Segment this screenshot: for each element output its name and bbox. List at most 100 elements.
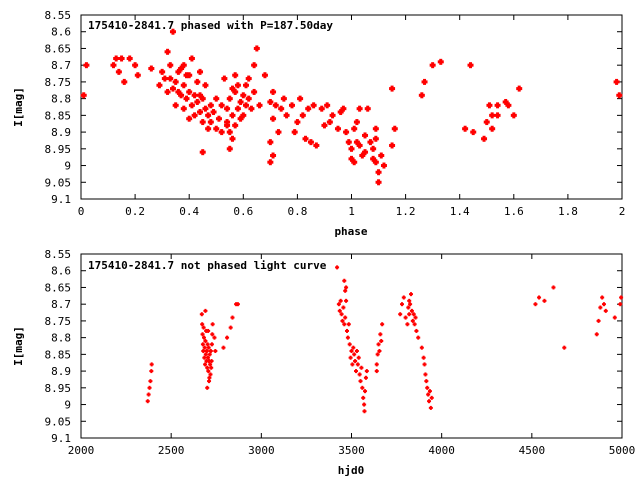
phased-data-point-v (225, 122, 229, 129)
phased-data-point-v (206, 125, 210, 132)
phased-data-point-v (293, 129, 297, 136)
unphased-data-point-h (203, 339, 208, 342)
unphased-data-point-h (596, 319, 601, 322)
unphased-data-point-h (147, 386, 152, 389)
unphased-x-axis-label: hjd0 (338, 464, 365, 477)
unphased-axes: 2000 2500 3000 3500 4000 4500 5000 8.55 8.6 8.65 8… (45, 248, 636, 457)
phased-data-point-v (206, 112, 210, 119)
phased-data-point-v (239, 115, 243, 122)
phased-x-axis-label: phase (334, 225, 367, 238)
unphased-data-point-h (362, 410, 367, 413)
phased-data-point-v (322, 122, 326, 129)
unphased-data-point-h (358, 380, 363, 383)
phased-data-point-v (363, 149, 367, 156)
unphased-data-point-h (209, 343, 214, 346)
phased-data-point-v (228, 145, 232, 152)
unphased-data-point-h (210, 333, 215, 336)
unphased-data-point-h (202, 356, 207, 359)
phased-data-point-v (136, 72, 140, 79)
unphased-data-point-h (341, 306, 346, 309)
phased-x-tick-label: 1.6 (504, 205, 524, 218)
phased-x-tick-label: 1.4 (450, 205, 470, 218)
phased-data-point-v (290, 102, 294, 109)
phased-data-point-v (371, 155, 375, 162)
phased-data-point-v (252, 88, 256, 95)
unphased-light-curve-panel: 2000 2500 3000 3500 4000 4500 5000 8.55 8.6 8.65 8… (12, 248, 635, 477)
phased-data-point-v (111, 62, 115, 69)
unphased-data-point-h (407, 313, 412, 316)
unphased-data-point-h (349, 350, 354, 353)
phased-data-point-v (274, 102, 278, 109)
phased-data-point-v (506, 102, 510, 109)
phased-data-point-v (358, 142, 362, 149)
phased-data-point-v (179, 92, 183, 99)
phased-data-point-v (122, 78, 126, 85)
unphased-data-point-h (343, 289, 348, 292)
unphased-data-point-h (207, 360, 212, 363)
phased-data-point-v (344, 129, 348, 136)
unphased-y-axis-label: I[mag] (12, 326, 25, 366)
phased-data-point-v (241, 92, 245, 99)
phased-data-point-v (339, 109, 343, 116)
phased-data-point-v (350, 145, 353, 152)
phased-data-point-v (355, 119, 359, 126)
phased-data-point-v (390, 85, 394, 92)
phased-data-point-v (271, 88, 275, 95)
phased-data-point-v (114, 55, 118, 62)
phased-data-point-v (244, 82, 248, 89)
unphased-data-point-h (612, 316, 617, 319)
phased-data-point-v (203, 82, 207, 89)
unphased-data-point-h (405, 323, 410, 326)
phased-data-point-v (393, 125, 397, 132)
unphased-data-point-h (601, 303, 606, 306)
unphased-data-point-h (336, 303, 341, 306)
phased-y-tick-label: 8.85 (45, 109, 72, 122)
phased-data-point-v (176, 88, 180, 95)
phased-data-point-v (241, 112, 245, 119)
unphased-x-tick-label: 5000 (609, 444, 636, 457)
phased-data-point-v (320, 105, 324, 112)
unphased-data-point-h (203, 309, 208, 312)
phased-data-point-v (230, 135, 234, 142)
phased-data-point-v (471, 129, 475, 136)
unphased-data-point-h (235, 303, 240, 306)
phased-data-point-v (120, 55, 124, 62)
phased-data-point-v (128, 55, 132, 62)
phased-data-point-v (133, 62, 137, 69)
phased-data-point-v (496, 112, 500, 119)
phased-data-point-v (247, 95, 251, 102)
phased-data-point-v (174, 78, 178, 85)
unphased-y-tick-label: 8.75 (45, 315, 72, 328)
unphased-data-point-h (399, 303, 404, 306)
unphased-chart-title: 175410-2841.7 not phased light curve (88, 259, 327, 272)
phased-y-axis-label: I[mag] (12, 87, 25, 127)
phased-y-tick-label: 8.8 (51, 93, 71, 106)
unphased-data-point-h (350, 363, 355, 366)
phased-data-point-v (301, 112, 305, 119)
unphased-data-point-h (360, 386, 365, 389)
phased-data-point-v (166, 48, 170, 55)
unphased-data-point-h (347, 343, 352, 346)
unphased-data-point-h (204, 350, 209, 353)
phased-data-point-v (214, 95, 218, 102)
phased-x-tick-label: 0.2 (125, 205, 145, 218)
unphased-data-point-h (356, 356, 361, 359)
unphased-data-point-h (205, 343, 210, 346)
unphased-data-point-h (344, 329, 349, 332)
phased-data-point-v (358, 105, 362, 112)
phased-data-point-v (190, 102, 194, 109)
phased-data-point-v (423, 78, 427, 85)
phased-data-point-v (195, 78, 199, 85)
unphased-data-point-h (339, 313, 344, 316)
phased-data-point-v (490, 125, 494, 132)
unphased-data-point-h (380, 323, 385, 326)
unphased-x-tick-label: 2500 (158, 444, 185, 457)
unphased-y-tick-label: 8.95 (45, 382, 72, 395)
phased-data-point-v (363, 132, 367, 139)
phased-data-point-v (228, 95, 232, 102)
phased-data-point-v (225, 105, 229, 112)
phased-plot-frame (80, 14, 623, 200)
unphased-data-point-h (205, 356, 210, 359)
unphased-data-point-h (206, 329, 211, 332)
phased-data-point-v (182, 82, 186, 89)
